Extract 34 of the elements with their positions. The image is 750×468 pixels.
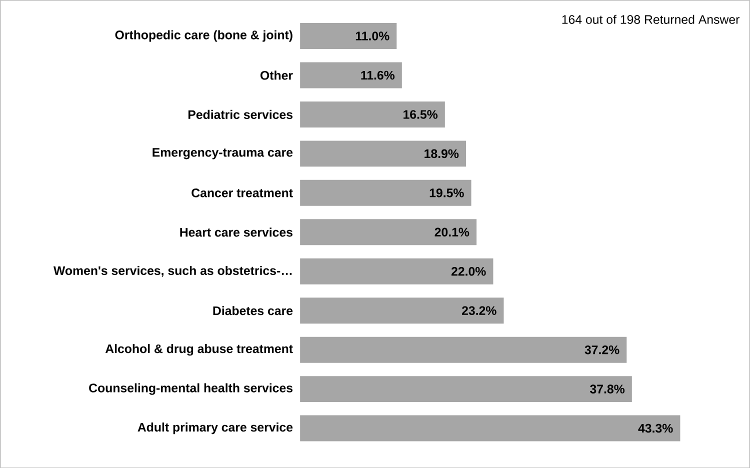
bar [300, 415, 680, 442]
y-tick-label: Adult primary care service [138, 422, 293, 434]
data-label: 11.0% [356, 31, 390, 40]
bar [300, 140, 466, 167]
data-label: 37.8% [590, 384, 625, 394]
data-label: 37.2% [584, 345, 620, 354]
annotation: 164 out of 198 Returned Answer [562, 14, 740, 24]
y-tick-label: Cancer treatment [192, 188, 293, 198]
data-label: 19.5% [430, 188, 464, 198]
data-label: 18.9% [424, 149, 459, 158]
data-label: 11.6% [361, 70, 395, 80]
bar [300, 258, 494, 284]
bar [300, 297, 504, 324]
y-tick-label: Heart care services [180, 227, 292, 237]
y-tick-label: Alcohol & drug abuse treatment [105, 344, 293, 356]
data-label: 20.1% [434, 228, 470, 236]
bar [300, 336, 627, 363]
y-tick-label: Women's services, such as obstetrics-… [53, 266, 292, 277]
bar [300, 219, 477, 245]
data-label: 23.2% [462, 306, 496, 315]
y-tick-label: Emergency-trauma care [152, 148, 293, 160]
data-label: 43.3% [638, 424, 673, 433]
y-tick-label: Diabetes care [213, 306, 293, 316]
data-label: 16.5% [404, 110, 438, 119]
data-label: 22.0% [451, 266, 486, 276]
y-tick-label: Pediatric services [188, 110, 292, 119]
y-tick-label: Orthopedic care (bone & joint) [115, 30, 292, 42]
bar [300, 22, 397, 49]
bar [300, 101, 445, 128]
bar [300, 62, 402, 88]
bar [300, 376, 632, 402]
bar [300, 180, 472, 206]
y-tick-label: Counseling-mental health services [89, 383, 292, 395]
y-tick-label: Other [260, 70, 293, 80]
